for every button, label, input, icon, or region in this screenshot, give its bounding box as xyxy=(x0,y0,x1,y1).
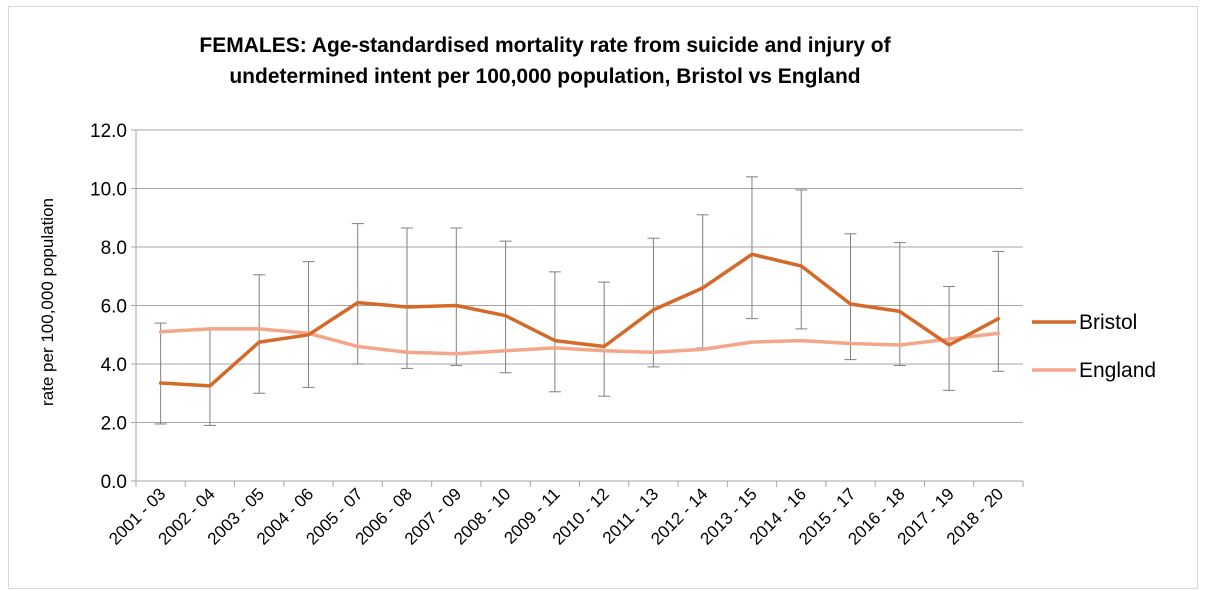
legend-label: Bristol xyxy=(1079,311,1137,334)
series-lines xyxy=(158,252,1001,388)
error-bar xyxy=(696,214,709,349)
line-chart: FEMALES: Age-standardised mortality rate… xyxy=(38,34,1156,549)
legend-item-bristol: Bristol xyxy=(1032,311,1137,334)
error-bar xyxy=(154,322,167,425)
error-bar xyxy=(745,176,758,320)
error-bar xyxy=(844,233,857,361)
legend-item-england: England xyxy=(1032,359,1156,382)
gridlines xyxy=(136,129,1023,423)
chart-title-line-2: undetermined intent per 100,000 populati… xyxy=(229,65,860,88)
error-bars xyxy=(154,176,1005,426)
y-tick-label: 8.0 xyxy=(101,238,127,259)
y-tick-label: 2.0 xyxy=(101,414,127,435)
y-tick-label: 6.0 xyxy=(101,297,127,318)
y-tick-label: 0.0 xyxy=(101,472,127,493)
error-bar xyxy=(499,240,512,374)
error-bar xyxy=(401,227,414,369)
error-bar xyxy=(203,328,216,426)
chart-title-line-1: FEMALES: Age-standardised mortality rate… xyxy=(199,34,891,57)
series-line-bristol xyxy=(158,252,1001,388)
error-bar xyxy=(302,261,315,388)
y-axis-ticks: 0.0 2.0 4.0 6.0 8.0 10.0 12.0 xyxy=(90,121,137,493)
legend: Bristol England xyxy=(1032,311,1156,382)
y-axis-label: rate per 100,000 population xyxy=(38,198,57,406)
error-bar xyxy=(647,237,660,368)
error-bar xyxy=(351,223,364,365)
chart-title: FEMALES: Age-standardised mortality rate… xyxy=(199,34,891,88)
y-tick-label: 10.0 xyxy=(90,180,127,201)
error-bar xyxy=(795,189,808,330)
error-bar xyxy=(450,227,463,366)
error-bar xyxy=(253,274,266,394)
chart-frame: FEMALES: Age-standardised mortality rate… xyxy=(8,6,1198,589)
legend-label: England xyxy=(1079,359,1156,382)
series-line-england xyxy=(158,327,1001,356)
error-bar xyxy=(598,281,611,397)
error-bar xyxy=(992,250,1005,372)
y-tick-label: 4.0 xyxy=(101,355,127,376)
error-bar xyxy=(548,271,561,393)
y-tick-label: 12.0 xyxy=(90,121,127,142)
error-bar xyxy=(893,242,906,366)
